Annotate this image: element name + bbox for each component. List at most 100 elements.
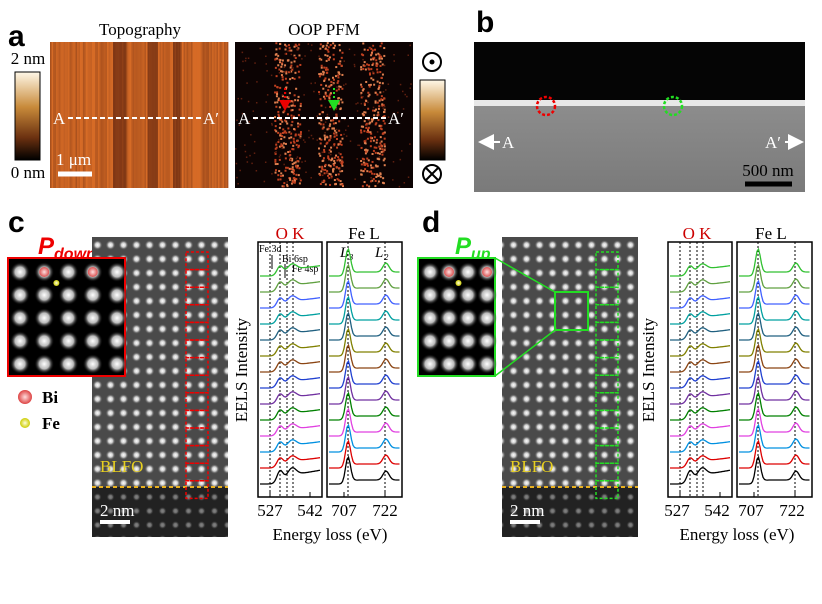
texture xyxy=(292,171,295,174)
texture xyxy=(281,135,284,138)
texture xyxy=(53,42,55,188)
texture xyxy=(279,122,282,125)
line-start: A xyxy=(53,109,66,128)
spectrum xyxy=(329,359,400,389)
texture xyxy=(341,183,344,186)
texture xyxy=(275,105,278,108)
texture xyxy=(125,42,127,188)
texture xyxy=(290,64,293,67)
texture xyxy=(280,172,283,175)
texture xyxy=(382,115,385,118)
texture xyxy=(327,164,330,167)
atom xyxy=(439,285,459,305)
texture xyxy=(321,45,324,48)
texture xyxy=(250,134,252,136)
texture xyxy=(373,136,376,139)
edge-label: O K xyxy=(683,224,713,243)
texture xyxy=(294,56,297,59)
texture xyxy=(332,169,335,172)
texture xyxy=(319,72,322,75)
texture xyxy=(291,166,294,169)
texture xyxy=(365,126,368,129)
texture xyxy=(365,139,367,141)
texture xyxy=(363,61,366,64)
texture xyxy=(333,160,336,163)
spectrum xyxy=(739,423,810,453)
texture xyxy=(304,160,307,162)
texture xyxy=(329,123,332,126)
scale-bar-label: 500 nm xyxy=(742,161,793,180)
texture xyxy=(341,161,344,164)
texture xyxy=(322,71,325,74)
atom xyxy=(58,354,79,374)
spectrum xyxy=(329,455,400,485)
texture xyxy=(171,42,174,188)
texture xyxy=(329,164,332,167)
texture xyxy=(321,151,324,154)
texture xyxy=(241,112,244,115)
texture xyxy=(296,160,299,163)
texture xyxy=(276,93,279,96)
texture xyxy=(290,114,293,117)
texture xyxy=(366,149,369,152)
texture xyxy=(370,177,372,179)
texture xyxy=(380,140,383,143)
texture xyxy=(244,150,247,153)
texture xyxy=(248,121,251,123)
texture xyxy=(370,180,373,183)
texture xyxy=(339,161,341,163)
texture xyxy=(343,60,346,62)
texture xyxy=(378,105,381,108)
texture xyxy=(385,89,387,91)
texture xyxy=(188,42,190,188)
texture xyxy=(176,42,178,188)
texture xyxy=(326,86,329,88)
texture xyxy=(134,42,136,188)
texture xyxy=(276,86,279,89)
texture xyxy=(296,99,299,102)
texture xyxy=(383,97,386,100)
texture xyxy=(291,148,294,151)
texture xyxy=(378,86,381,89)
spectrum xyxy=(260,343,321,357)
texture xyxy=(328,124,331,127)
texture xyxy=(289,70,292,73)
texture xyxy=(286,166,289,169)
texture xyxy=(324,93,327,96)
texture xyxy=(360,66,363,69)
line-start: A xyxy=(502,133,515,152)
texture xyxy=(363,141,366,144)
texture xyxy=(319,59,321,61)
texture xyxy=(371,137,374,140)
texture xyxy=(93,42,96,188)
colorbar-min: 0 nm xyxy=(11,163,45,182)
texture xyxy=(206,42,208,188)
texture xyxy=(369,145,372,148)
texture xyxy=(108,42,111,188)
texture xyxy=(339,153,342,156)
texture xyxy=(327,46,330,49)
texture xyxy=(274,158,277,161)
pfm-image xyxy=(235,42,413,188)
texture xyxy=(330,175,333,178)
texture xyxy=(186,42,189,188)
out-of-plane-down-icon xyxy=(422,164,442,184)
texture xyxy=(336,81,339,84)
texture xyxy=(318,91,321,94)
texture xyxy=(379,175,382,178)
texture xyxy=(340,56,343,59)
texture xyxy=(373,173,376,176)
texture xyxy=(362,67,365,70)
texture xyxy=(329,150,332,153)
texture xyxy=(274,101,277,104)
texture xyxy=(367,91,370,94)
edge-label: Fe L xyxy=(755,224,787,243)
texture xyxy=(363,64,366,67)
texture xyxy=(324,168,327,171)
texture xyxy=(366,49,369,52)
texture xyxy=(280,145,283,148)
texture xyxy=(323,97,326,100)
texture xyxy=(247,57,250,60)
texture xyxy=(333,47,336,50)
spectrum xyxy=(739,263,810,293)
